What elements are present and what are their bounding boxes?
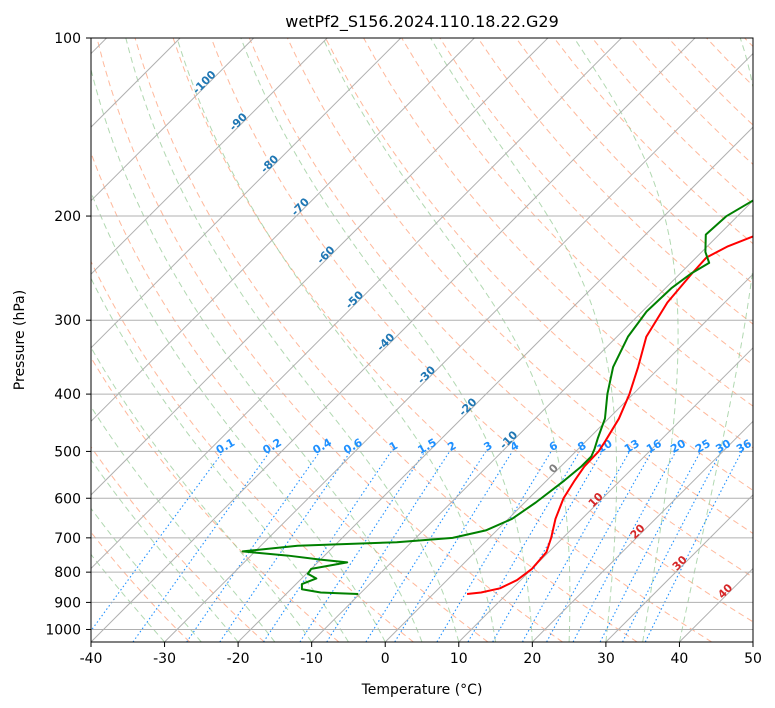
y-tick-label: 100 <box>54 31 81 47</box>
x-tick-label: -40 <box>80 651 103 667</box>
y-tick-label: 900 <box>54 595 81 611</box>
mixing-ratio-line <box>299 451 426 642</box>
chart-title: wetPf2_S156.2024.110.18.22.G29 <box>285 12 559 32</box>
dry-adiabat <box>91 260 414 642</box>
mixing-ratio-line <box>91 451 224 632</box>
dry-adiabat <box>134 38 638 642</box>
mixing-ratio-line <box>572 451 677 642</box>
mixing-ratio-line <box>326 451 451 642</box>
x-axis-title: Temperature (°C) <box>361 682 483 698</box>
y-tick-label: 300 <box>54 313 81 329</box>
dry-adiabat <box>515 38 753 285</box>
isotherm-line <box>91 38 255 202</box>
y-tick-label: 600 <box>54 491 81 507</box>
dry-adiabat <box>96 38 563 642</box>
dry-adiabat <box>91 356 340 642</box>
moist-adiabat <box>240 38 533 642</box>
temperature-line <box>466 235 753 595</box>
isotherm-line <box>91 38 475 423</box>
dry-adiabats <box>91 38 753 642</box>
x-tick-label: 20 <box>523 651 541 667</box>
isotherm-line <box>164 52 753 642</box>
moist-adiabat <box>91 67 423 642</box>
dry-adiabat <box>248 38 753 578</box>
isotherm-line <box>237 126 753 642</box>
moist-adiabat <box>91 190 386 642</box>
isotherm-line <box>384 273 753 642</box>
isotherm-line <box>458 347 753 642</box>
moist-adiabat <box>573 38 679 642</box>
y-tick-label: 1000 <box>45 622 81 638</box>
pressure-gridlines <box>91 38 753 630</box>
mixing-ratio-line <box>546 451 653 642</box>
x-tick-label: -10 <box>300 651 323 667</box>
isotherm-line <box>91 38 549 496</box>
moist-adiabat <box>91 458 239 642</box>
isotherm-line <box>91 38 696 642</box>
mixing-ratio-line <box>219 451 352 642</box>
mixing-ratio-line <box>394 451 513 642</box>
x-tick-label: 10 <box>450 651 468 667</box>
x-tick-label: -30 <box>153 651 176 667</box>
isotherms <box>91 38 753 642</box>
mixing-ratio-line <box>186 451 321 642</box>
dewpoint-line <box>241 199 753 595</box>
x-tick-label: 30 <box>597 651 615 667</box>
sounding-series <box>241 199 753 595</box>
isotherm-line <box>91 38 402 349</box>
plot-area: 0.1 0.2 0.4 0.6 1 1.5 2 3 4 6 8 10 13 16 20 25 30 36-100-… <box>91 38 754 642</box>
dry-adiabat <box>286 38 753 535</box>
moist-adiabat <box>91 405 276 642</box>
y-tick-label: 500 <box>54 444 81 460</box>
dry-adiabat <box>325 38 753 491</box>
moist-adiabat <box>322 38 571 642</box>
dry-adiabat <box>210 38 753 623</box>
moist-adiabat <box>430 38 618 642</box>
y-tick-label: 800 <box>54 565 81 581</box>
y-tick-label: 700 <box>54 531 81 547</box>
mixing-ratio-line <box>263 451 392 642</box>
isotherm-line <box>531 420 753 642</box>
x-tick-label: 50 <box>744 651 762 667</box>
mixing-ratio-line <box>644 451 743 642</box>
mixing-ratio-lines <box>91 451 743 642</box>
x-tick-label: 40 <box>671 651 689 667</box>
y-tick-label: 400 <box>54 387 81 403</box>
moist-adiabat <box>125 38 460 642</box>
moist-adiabats <box>91 38 753 642</box>
moist-adiabat <box>678 38 753 642</box>
dry-adiabat <box>91 445 265 642</box>
isotherm-line <box>605 494 753 642</box>
mixing-ratio-label: 36 <box>734 437 754 456</box>
isotherm-line <box>91 38 622 570</box>
mixing-ratio-line <box>521 451 631 642</box>
x-tick-label: 0 <box>381 651 390 667</box>
x-tick-label: -20 <box>227 651 250 667</box>
y-axis-title: Pressure (hPa) <box>12 290 28 390</box>
axes: -40 -30 -20 -10 0 10 20 30 40 50 100 200 300 400 500 60… <box>45 31 762 667</box>
plot-frame <box>90 37 754 643</box>
isotherm-line <box>91 38 328 275</box>
y-tick-label: 200 <box>54 209 81 225</box>
dry-adiabat <box>172 38 713 642</box>
moist-adiabat <box>176 38 497 642</box>
moist-adiabat <box>91 277 349 642</box>
